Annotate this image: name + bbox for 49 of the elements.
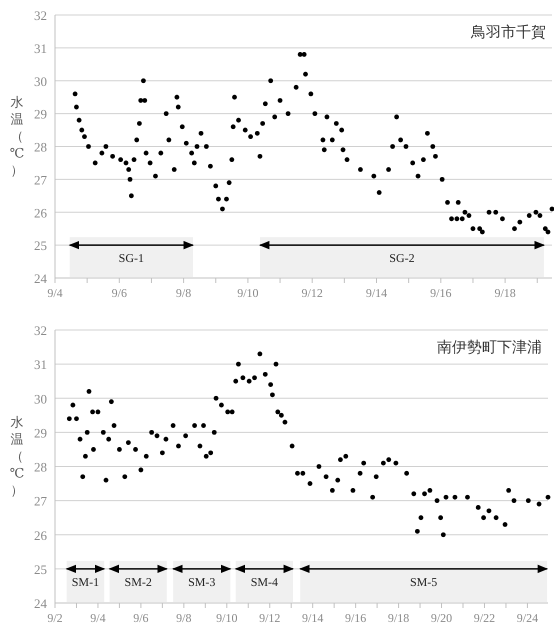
y-tick-label: 31 (34, 357, 47, 372)
y-tick-label: 29 (34, 106, 47, 122)
band-label: SM-2 (124, 574, 152, 589)
y-tick-label: 24 (34, 596, 48, 611)
x-tick-label: 9/20 (430, 611, 452, 625)
y-tick-label: 30 (34, 74, 47, 89)
y-tick-label: 27 (34, 172, 48, 188)
x-tick-label: 9/22 (474, 611, 496, 625)
x-tick-label: 9/16 (344, 611, 366, 625)
x-tick-label: 9/18 (494, 286, 516, 300)
y-tick-label: 31 (34, 40, 47, 56)
y-tick-label: 28 (34, 460, 47, 474)
text: 鳥羽市千賀 (470, 24, 546, 41)
y-tick-label: 24 (34, 271, 48, 286)
x-tick-label: 9/10 (237, 286, 259, 300)
y-tick-label: 32 (34, 323, 47, 338)
y-tick-label: 26 (34, 205, 48, 220)
y-tick-label: 29 (34, 425, 47, 440)
y-tick-label: 26 (34, 528, 48, 543)
x-tick-label: 9/4 (90, 611, 106, 625)
band-label: SG-2 (389, 251, 415, 266)
x-tick-label: 9/4 (47, 286, 63, 300)
y-tick-label: 30 (34, 391, 47, 406)
x-tick-label: 9/12 (259, 611, 280, 625)
y-tick-label: 28 (34, 140, 47, 154)
y-tick-label: 25 (34, 238, 47, 254)
y-tick-label: 32 (34, 8, 47, 23)
x-tick-label: 9/6 (133, 611, 149, 625)
x-tick-label: 9/16 (430, 286, 452, 300)
x-tick-label: 9/14 (366, 286, 388, 300)
y-axis-title: 水温（℃） (10, 414, 24, 498)
x-tick-label: 9/8 (176, 611, 192, 625)
band-label: SM-4 (250, 574, 278, 589)
y-tick-label: 27 (34, 494, 48, 509)
x-tick-label: 9/10 (216, 611, 238, 625)
band-label: SM-3 (188, 574, 216, 589)
text: 南伊勢町下津浦 (437, 339, 542, 356)
band-label: SM-5 (410, 574, 438, 589)
x-tick-label: 9/18 (388, 611, 410, 625)
x-tick-label: 9/12 (302, 286, 323, 300)
x-tick-label: 9/2 (47, 611, 63, 625)
y-tick-label: 25 (34, 562, 47, 577)
y-axis-title: 水温（℃） (10, 94, 24, 178)
x-tick-label: 9/6 (112, 286, 127, 300)
x-tick-label: 9/8 (176, 286, 192, 300)
band-label: SM-1 (72, 574, 100, 589)
x-tick-label: 9/14 (302, 611, 324, 625)
band-label: SG-1 (118, 251, 144, 266)
x-tick-label: 9/24 (516, 611, 538, 625)
